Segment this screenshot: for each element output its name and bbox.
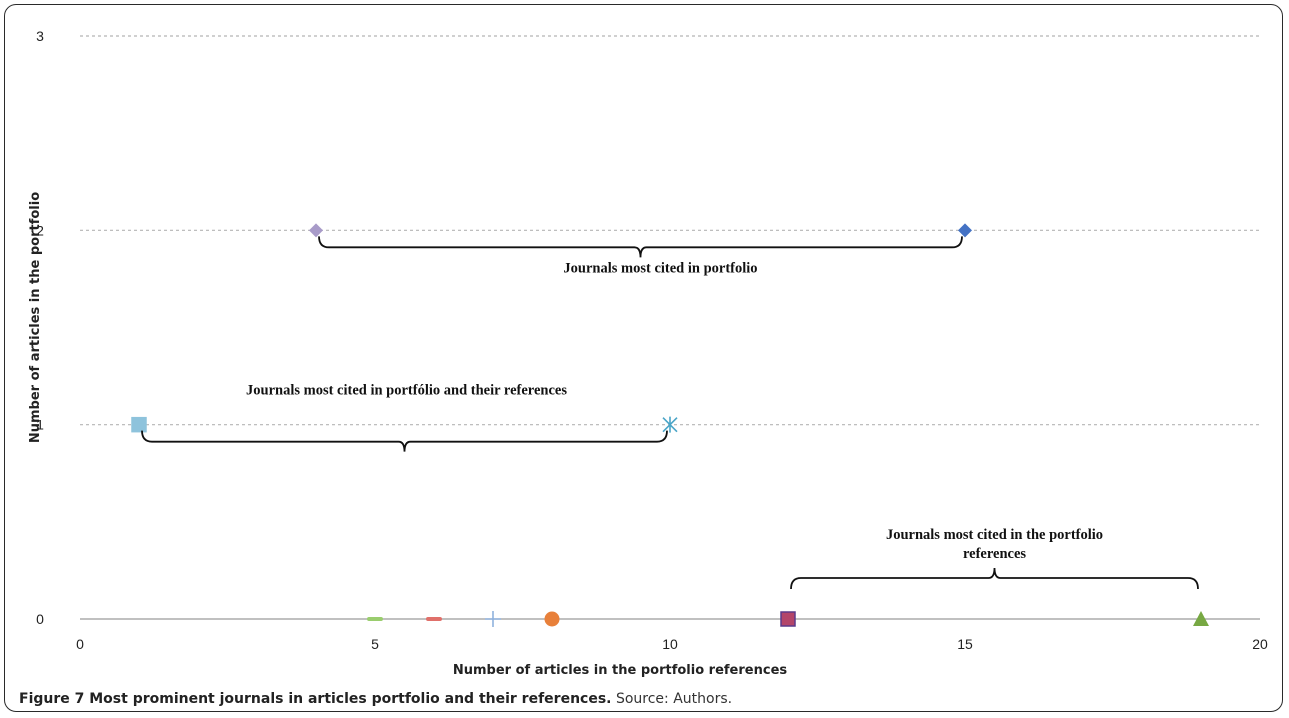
x-tick-label: 0 — [76, 636, 84, 652]
data-point-dash — [367, 617, 383, 621]
x-tick-label: 10 — [662, 636, 678, 652]
marker-star — [662, 416, 678, 433]
data-point-circle — [544, 611, 560, 627]
y-tick-label: 3 — [36, 28, 44, 44]
marker-triangle — [1193, 611, 1209, 626]
bracket-0 — [318, 236, 963, 258]
caption-title: Figure 7 Most prominent journals in arti… — [19, 691, 612, 707]
data-point-triangle — [1193, 611, 1209, 626]
scatter-chart: 0 1 2 3 0 5 10 15 20 Number of articles in the po… — [28, 28, 1268, 678]
y-tick-label: 2 — [36, 222, 44, 238]
marker-circle — [544, 611, 560, 627]
marker-square — [131, 416, 147, 433]
data-point-square — [780, 611, 796, 627]
data-point-square — [131, 416, 147, 433]
data-point-star — [662, 416, 678, 433]
x-tick-label: 20 — [1252, 636, 1268, 652]
bracket-2 — [790, 567, 1199, 590]
y-axis-title: Number of articles in the portfolio — [28, 192, 43, 443]
bracket-1 — [141, 430, 668, 452]
marker-diamond — [958, 223, 972, 238]
y-tick-label: 1 — [36, 417, 44, 433]
annotation-label: Journals most cited in portfolio — [563, 260, 757, 276]
marker-plus — [485, 611, 501, 627]
marker-square — [780, 611, 796, 627]
x-axis-title: Number of articles in the portfolio refe… — [453, 663, 788, 678]
data-point-dash — [426, 617, 442, 621]
figure-caption: Figure 7 Most prominent journals in arti… — [19, 691, 732, 707]
data-point-diamond — [958, 223, 972, 238]
figure-frame: 0 1 2 3 0 5 10 15 20 Number of articles in the po… — [4, 4, 1283, 712]
x-tick-label: 15 — [957, 636, 973, 652]
annotation-label: Journals most cited in the portfolio — [886, 527, 1103, 543]
caption-source: Source: Authors. — [615, 691, 733, 707]
annotation-label: Journals most cited in portfólio and the… — [246, 383, 567, 399]
y-tick-label: 0 — [36, 611, 44, 627]
data-point-diamond — [309, 223, 323, 238]
annotation-label: references — [963, 546, 1026, 562]
x-tick-label: 5 — [371, 636, 379, 652]
marker-dash — [367, 617, 383, 621]
marker-dash — [426, 617, 442, 621]
data-point-plus — [485, 611, 501, 627]
marker-diamond — [309, 223, 323, 238]
